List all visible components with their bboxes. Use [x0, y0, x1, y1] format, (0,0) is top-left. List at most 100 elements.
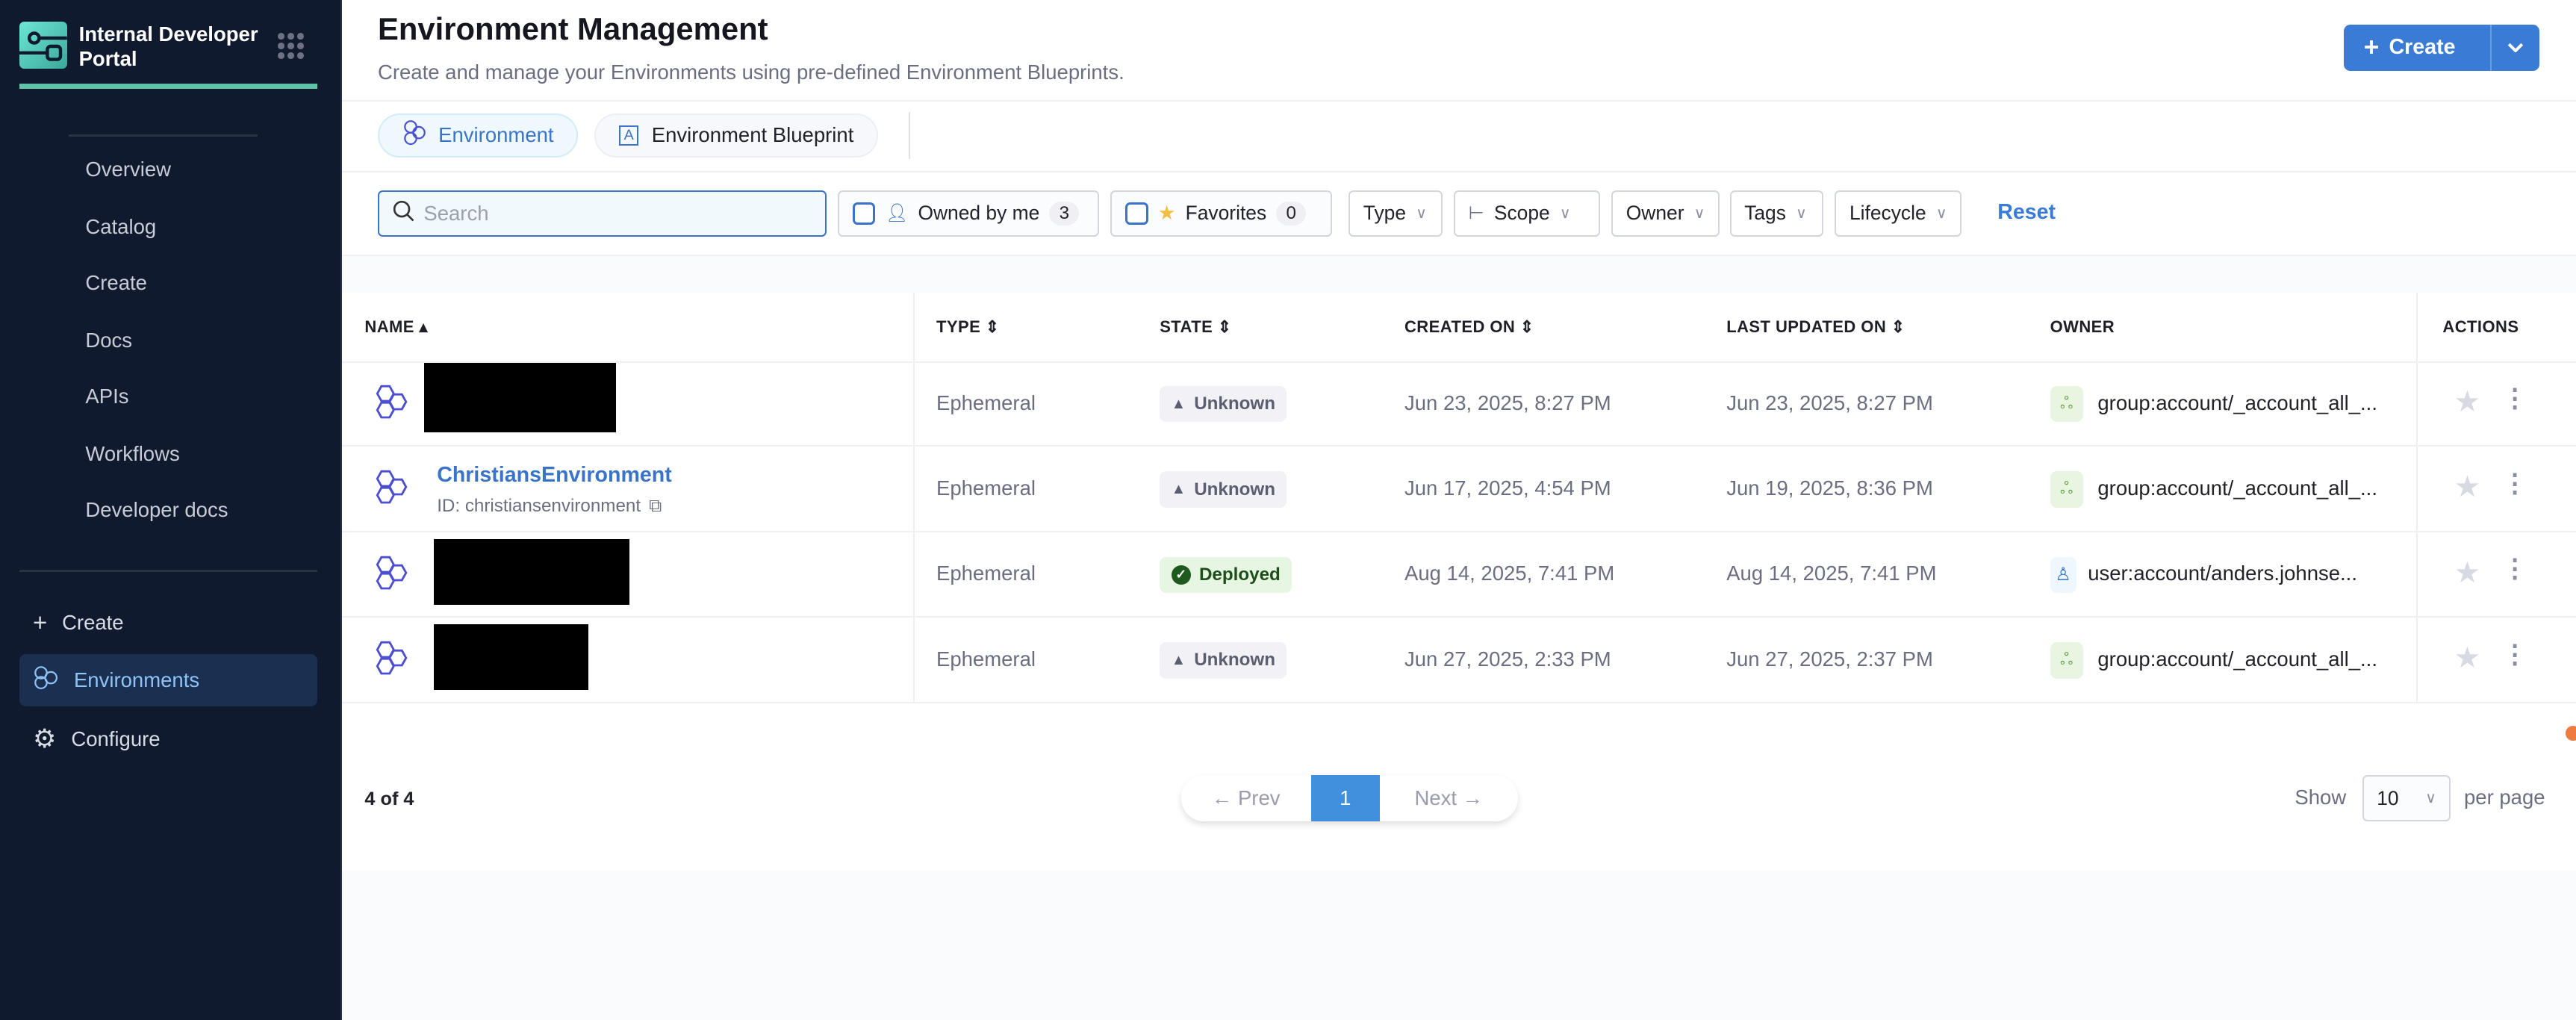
pagination: ← Prev 1 Next →	[1180, 775, 1518, 821]
more-actions-icon[interactable]: ⋮	[2501, 639, 2528, 669]
owner-cell[interactable]: group:account/_account_all_...	[2097, 476, 2377, 500]
per-page-select[interactable]: 10 ∨	[2362, 775, 2451, 821]
owned-by-me-filter[interactable]: 👤︎ Owned by me 3	[837, 190, 1099, 237]
nav-catalog[interactable]: Catalog	[85, 215, 157, 239]
type-cell: Ephemeral	[936, 391, 1036, 414]
per-page-label: per page	[2463, 785, 2545, 809]
lifecycle-filter[interactable]: Lifecycle ∨	[1835, 190, 1961, 237]
header-type[interactable]: TYPE ⇕	[936, 317, 1000, 336]
group-icon: ஃ	[2050, 642, 2083, 679]
tab-environment[interactable]: Environment	[377, 113, 579, 158]
brand-underline	[19, 84, 317, 89]
type-filter[interactable]: Type ∨	[1348, 190, 1443, 237]
header-created-on[interactable]: CREATED ON ⇕	[1404, 317, 1534, 336]
environment-icon	[402, 119, 426, 151]
chevron-down-icon: ∨	[2425, 790, 2436, 807]
gear-icon: ⚙	[32, 724, 57, 754]
environment-icon	[375, 470, 411, 516]
column-divider	[2416, 292, 2418, 703]
sidebar-environments[interactable]: Environments	[19, 653, 317, 706]
sidebar-configure[interactable]: ⚙ Configure	[32, 724, 161, 754]
redacted-name	[433, 623, 588, 690]
more-actions-icon[interactable]: ⋮	[2501, 383, 2528, 413]
next-button[interactable]: Next →	[1414, 786, 1484, 810]
header-state[interactable]: STATE ⇕	[1160, 317, 1232, 336]
sidebar-create[interactable]: + Create	[32, 608, 124, 636]
page-1-button[interactable]: 1	[1310, 775, 1380, 821]
header-name[interactable]: NAME ▴	[364, 317, 428, 336]
nav-create[interactable]: Create	[85, 271, 147, 294]
scope-tree-icon: ⊢	[1468, 203, 1484, 224]
prev-button[interactable]: ← Prev	[1211, 786, 1281, 810]
favorite-star-icon[interactable]: ★	[2454, 385, 2481, 418]
favorite-star-icon[interactable]: ★	[2454, 641, 2481, 674]
owner-cell[interactable]: group:account/_account_all_...	[2097, 391, 2377, 414]
checkbox[interactable]	[1124, 202, 1148, 226]
more-actions-icon[interactable]: ⋮	[2501, 468, 2528, 498]
state-badge: ▲ Unknown	[1160, 471, 1287, 508]
star-icon: ★	[1157, 202, 1176, 225]
redacted-name	[433, 538, 629, 605]
app-launcher-icon[interactable]	[277, 33, 304, 60]
divider	[69, 134, 258, 137]
environment-icon	[375, 385, 411, 431]
environment-icon	[33, 665, 59, 696]
blueprint-icon: A	[619, 125, 639, 146]
more-actions-icon[interactable]: ⋮	[2501, 554, 2528, 584]
table-row[interactable]: ChristiansEnvironment ID: christiansenvir…	[341, 447, 2576, 532]
owner-filter[interactable]: Owner ∨	[1611, 190, 1720, 237]
divider	[341, 100, 2576, 102]
header-owner: OWNER	[2050, 317, 2115, 336]
last-updated-cell: Aug 14, 2025, 7:41 PM	[1726, 562, 1937, 585]
checkbox[interactable]	[852, 202, 876, 226]
table-row[interactable]: Ephemeral ✓ Deployed Aug 14, 2025, 7:41 P…	[341, 532, 2576, 618]
page-bottom	[341, 871, 2576, 1020]
scope-filter[interactable]: ⊢ Scope ∨	[1453, 190, 1600, 237]
check-circle-icon: ✓	[1171, 565, 1191, 585]
environment-id: ID: christiansenvironment ⧉	[437, 496, 662, 517]
nav-overview[interactable]: Overview	[85, 158, 171, 181]
tab-environment-blueprint[interactable]: A Environment Blueprint	[594, 113, 879, 158]
sidebar: Internal Developer Portal Overview Catal…	[0, 0, 342, 1020]
chevron-down-icon: ∨	[1559, 205, 1571, 222]
owner-cell[interactable]: group:account/_account_all_...	[2097, 647, 2377, 671]
nav-workflows[interactable]: Workflows	[85, 441, 180, 465]
redacted-name	[423, 363, 616, 432]
chevron-down-icon: ∨	[1935, 205, 1947, 222]
type-cell: Ephemeral	[936, 562, 1036, 585]
nav-docs[interactable]: Docs	[85, 329, 133, 352]
copy-icon[interactable]: ⧉	[649, 496, 662, 517]
reset-button[interactable]: Reset	[1997, 200, 2056, 225]
favorite-star-icon[interactable]: ★	[2454, 470, 2481, 504]
created-on-cell: Aug 14, 2025, 7:41 PM	[1404, 562, 1615, 585]
plus-icon: +	[32, 608, 48, 636]
header-last-updated-on[interactable]: LAST UPDATED ON ⇕	[1726, 317, 1905, 336]
owner-cell[interactable]: user:account/anders.johnse...	[2088, 562, 2357, 585]
created-on-cell: Jun 27, 2025, 2:33 PM	[1404, 647, 1611, 671]
tags-filter[interactable]: Tags ∨	[1729, 190, 1823, 237]
divider	[341, 170, 2576, 172]
state-badge: ✓ Deployed	[1160, 556, 1292, 594]
table-row[interactable]: Ephemeral ▲ Unknown Jun 27, 2025, 2:33 PM…	[341, 618, 2576, 703]
portal-title: Internal Developer Portal	[78, 22, 258, 70]
table-row[interactable]: Ephemeral ▲ Unknown Jun 23, 2025, 8:27 PM…	[341, 361, 2576, 447]
search-input[interactable]: Search	[377, 190, 827, 237]
notification-dot[interactable]	[2566, 726, 2576, 741]
nav-apis[interactable]: APIs	[85, 384, 129, 408]
favorites-filter[interactable]: ★ Favorites 0	[1110, 190, 1333, 237]
environment-name-link[interactable]: ChristiansEnvironment	[437, 463, 672, 488]
result-count: 4 of 4	[364, 789, 414, 809]
chevron-down-icon[interactable]	[2490, 25, 2539, 71]
favorite-star-icon[interactable]: ★	[2454, 556, 2481, 589]
last-updated-cell: Jun 23, 2025, 8:27 PM	[1726, 391, 1933, 414]
column-divider	[913, 292, 915, 703]
type-cell: Ephemeral	[936, 476, 1036, 500]
create-button[interactable]: + Create	[2344, 25, 2540, 71]
divider	[908, 111, 910, 160]
nav-developer-docs[interactable]: Developer docs	[85, 497, 228, 521]
chevron-down-icon: ∨	[1796, 205, 1807, 222]
show-label: Show	[2295, 785, 2347, 809]
warning-icon: ▲	[1171, 395, 1186, 412]
warning-icon: ▲	[1171, 481, 1186, 498]
state-badge: ▲ Unknown	[1160, 386, 1287, 423]
